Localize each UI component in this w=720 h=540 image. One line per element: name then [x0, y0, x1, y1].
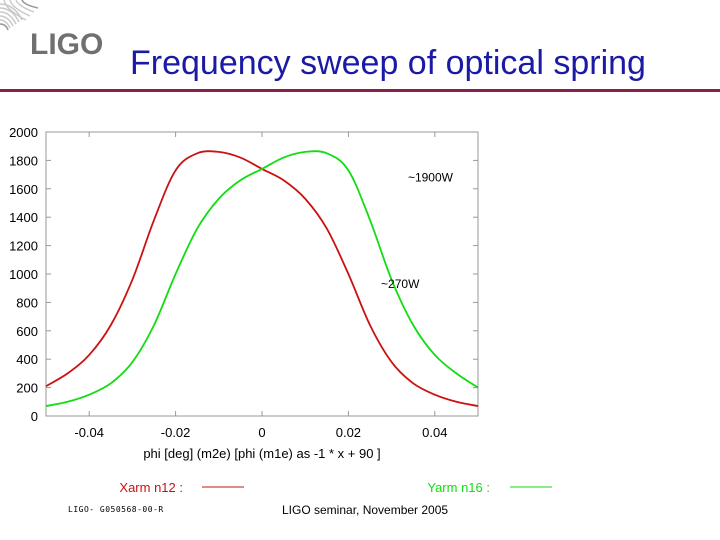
y-tick-label: 1800	[9, 153, 38, 168]
series-line-yarm-n16	[45, 150, 479, 407]
x-tick-label: -0.02	[161, 425, 191, 440]
optical-spring-chart: 0 200 400 600 800 1000 1200 1400 1600 1800 2000 -0…	[9, 125, 552, 495]
x-axis-label: phi [deg] (m2e) [phi (m1e) as -1 * x + 9…	[143, 446, 380, 461]
x-axis: -0.04 -0.02 0 0.02 0.04	[74, 132, 447, 440]
legend-label: Yarm n16 :	[427, 480, 490, 495]
series-layer	[45, 150, 479, 407]
y-tick-label: 1000	[9, 267, 38, 282]
slide-title: Frequency sweep of optical spring	[130, 44, 646, 82]
y-tick-label: 200	[16, 381, 38, 396]
y-tick-label: 2000	[9, 125, 38, 140]
annotation-label: ~270W	[381, 277, 420, 291]
y-tick-label: 0	[31, 409, 38, 424]
y-tick-label: 400	[16, 352, 38, 367]
x-tick-label: 0.02	[336, 425, 361, 440]
footer-caption: LIGO seminar, November 2005	[282, 503, 449, 517]
document-id: LIGO- G050568-00-R	[68, 505, 164, 514]
y-tick-label: 1200	[9, 239, 38, 254]
x-tick-label: -0.04	[74, 425, 104, 440]
x-tick-label: 0.04	[422, 425, 447, 440]
title-divider	[0, 89, 720, 92]
plot-frame	[45, 131, 479, 417]
ligo-logo-graphic: LIGO	[0, 0, 103, 61]
x-tick-label: 0	[258, 425, 265, 440]
legend-label: Xarm n12 :	[119, 480, 183, 495]
legend: Xarm n12 : Yarm n16 :	[119, 480, 552, 495]
y-tick-label: 1400	[9, 210, 38, 225]
ligo-logo: LIGO	[0, 0, 120, 75]
annotation-layer: ~1900W ~270W	[381, 171, 454, 292]
logo-text: LIGO	[30, 28, 103, 61]
y-tick-label: 800	[16, 295, 38, 310]
y-axis: 0 200 400 600 800 1000 1200 1400 1600 1800 2000	[9, 125, 478, 424]
y-tick-label: 1600	[9, 182, 38, 197]
y-tick-label: 600	[16, 324, 38, 339]
annotation-label: ~1900W	[408, 171, 454, 185]
